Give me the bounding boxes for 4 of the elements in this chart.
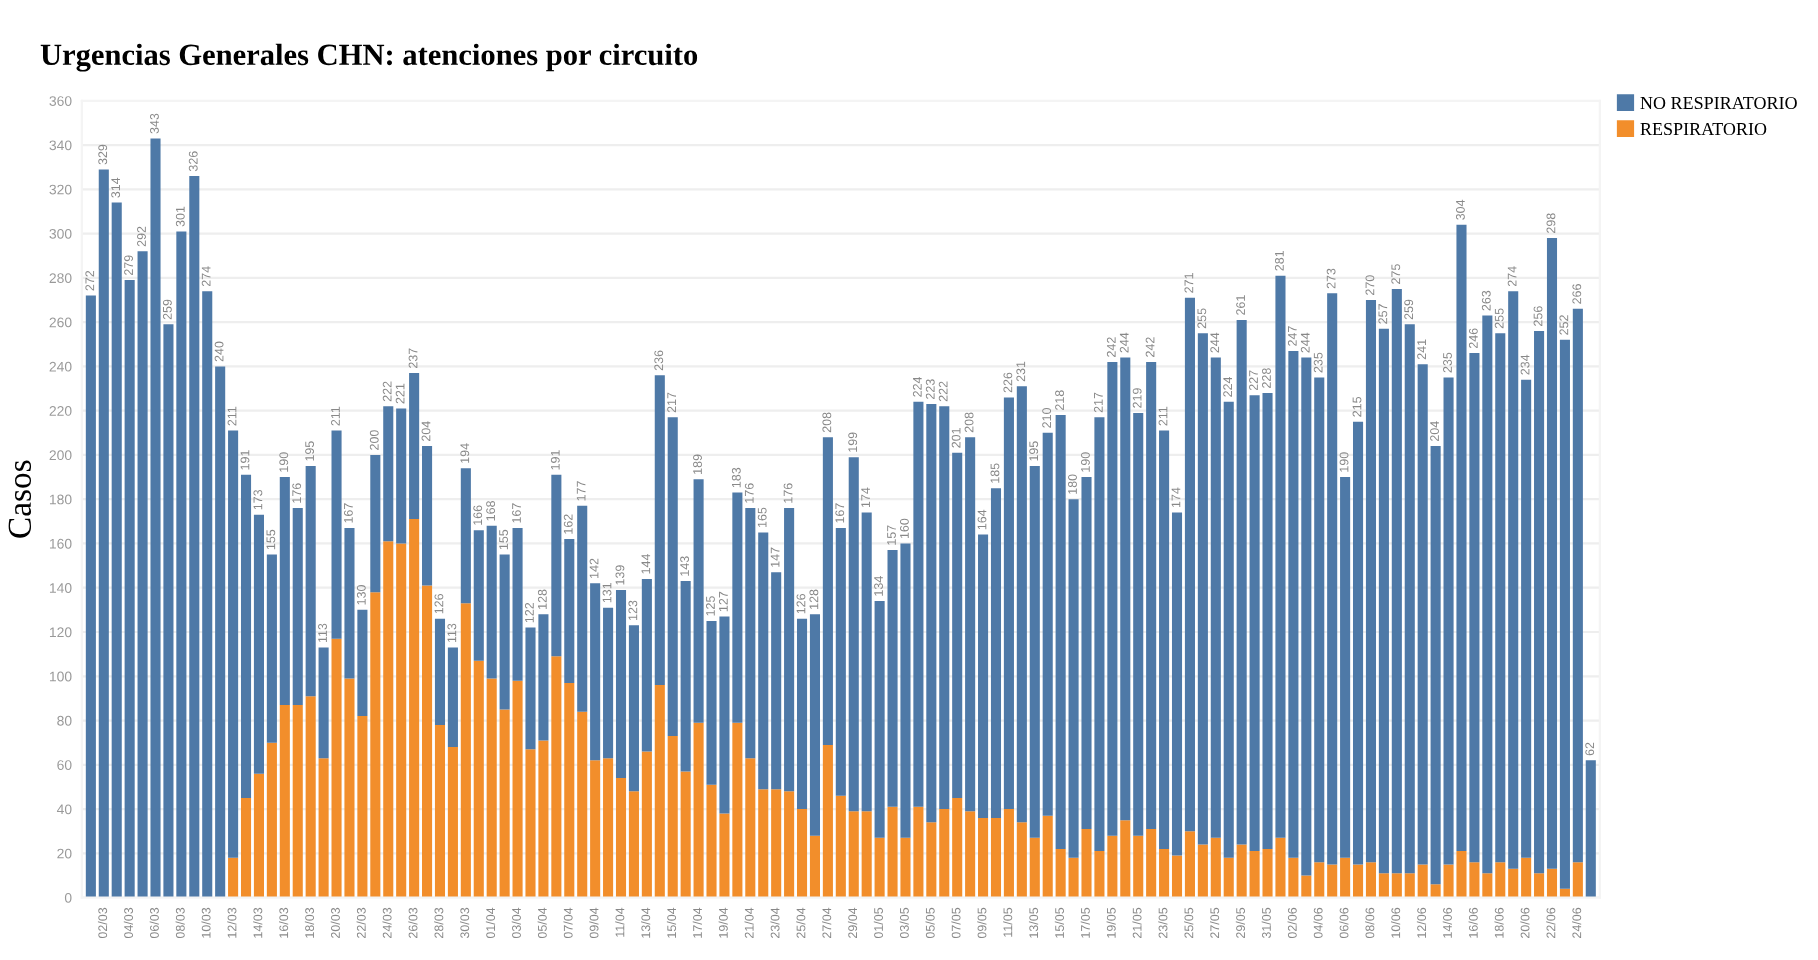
legend-label: RESPIRATORIO	[1640, 122, 1767, 136]
chart-title: Urgencias Generales CHN: atenciones por circuito	[40, 43, 698, 72]
legend-label: NO RESPIRATORIO	[1640, 96, 1797, 110]
y-axis-title: Casos	[8, 460, 32, 538]
